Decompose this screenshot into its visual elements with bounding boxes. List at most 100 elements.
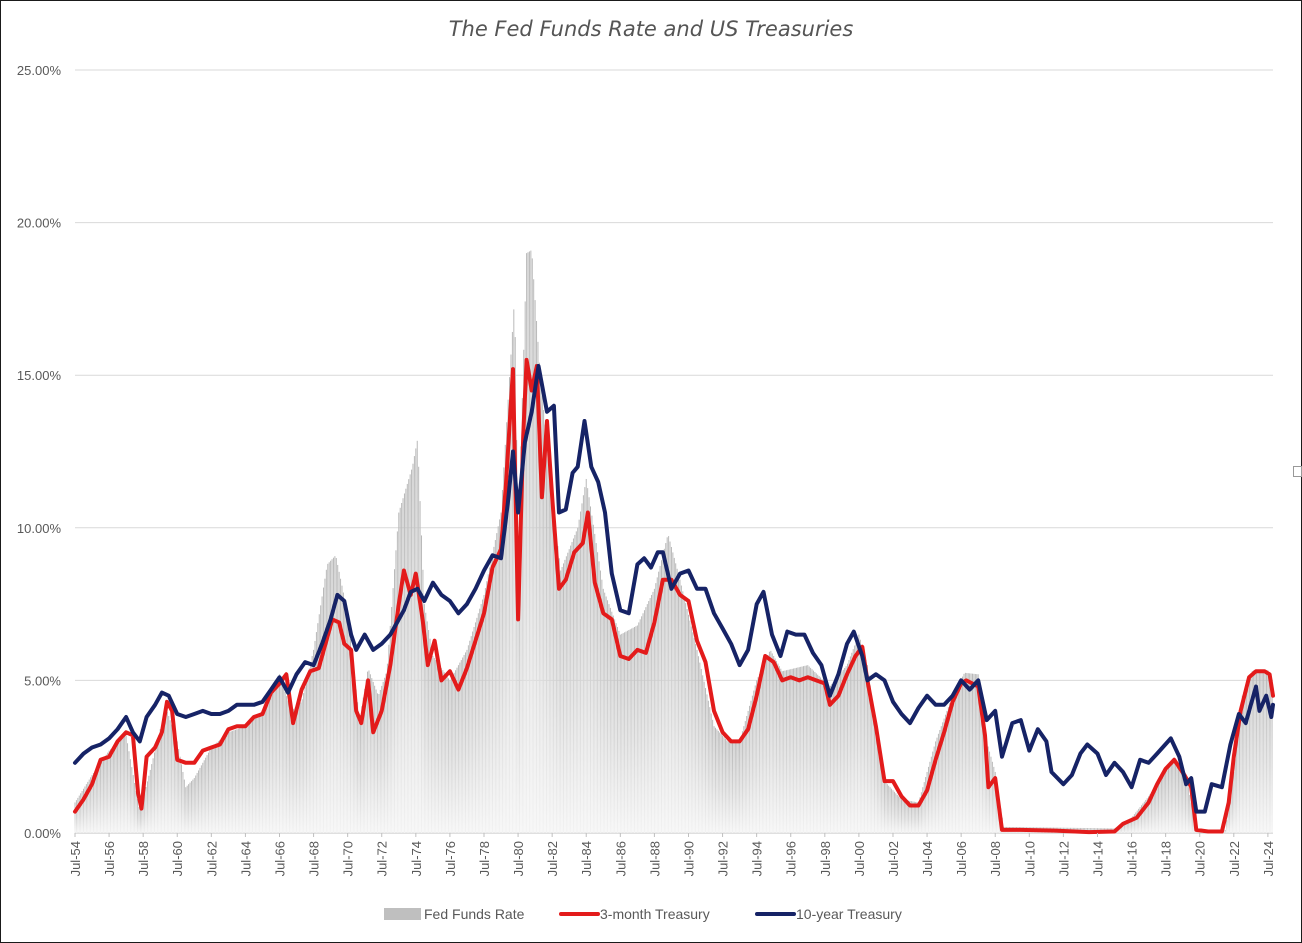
fed-funds-bar (991, 761, 993, 833)
fed-funds-bar (1165, 771, 1167, 833)
fed-funds-bar (457, 665, 459, 833)
fed-funds-bar (707, 700, 709, 833)
fed-funds-bar (85, 784, 87, 833)
fed-funds-bar (643, 610, 645, 833)
fed-funds-bar (283, 687, 285, 833)
fed-funds-bar (161, 725, 163, 833)
fed-funds-bar (964, 672, 966, 833)
fed-funds-bar (230, 731, 232, 833)
fed-funds-bar (402, 498, 404, 833)
fed-funds-bar (733, 741, 735, 833)
fed-funds-bar (489, 567, 491, 833)
fed-funds-bar (354, 676, 356, 833)
fed-funds-bar (1187, 787, 1189, 833)
fed-funds-bar (751, 695, 753, 833)
fed-funds-bar (693, 638, 695, 833)
fed-funds-bar (1256, 670, 1258, 833)
fed-funds-bar (286, 696, 288, 833)
fed-funds-bar (713, 726, 715, 833)
fed-funds-bar (523, 349, 525, 833)
legend-label-3-month: 3-month Treasury (600, 906, 710, 922)
fed-funds-bar (829, 685, 831, 833)
fed-funds-bar (888, 785, 890, 833)
fed-funds-bar (139, 809, 141, 833)
fed-funds-bar (977, 674, 979, 833)
fed-funds-bar (192, 779, 194, 833)
fed-funds-bar (874, 716, 876, 833)
fed-funds-bar (865, 660, 867, 833)
fed-funds-bar (348, 625, 350, 833)
fed-funds-bar (624, 632, 626, 833)
fed-funds-bar (395, 550, 397, 833)
fed-funds-bar (994, 771, 996, 833)
fed-funds-bar (682, 591, 684, 833)
fed-funds-bar (134, 783, 136, 833)
fed-funds-bar (361, 706, 363, 833)
fed-funds-bar (493, 546, 495, 833)
y-tick-label: 20.00% (17, 216, 62, 231)
fed-funds-bar (714, 727, 716, 833)
fed-funds-bar (912, 801, 914, 833)
fed-funds-bar (849, 656, 851, 833)
fed-funds-bar (183, 779, 185, 833)
fed-funds-bar (108, 750, 110, 833)
fed-funds-bar (1176, 764, 1178, 833)
x-tick-label: Jul-90 (681, 841, 696, 876)
fed-funds-bar (896, 794, 898, 833)
fed-funds-bar (259, 713, 261, 833)
fed-funds-bar (634, 626, 636, 833)
fed-funds-bar (497, 526, 499, 833)
fed-funds-bar (455, 670, 457, 833)
fed-funds-bar (572, 538, 574, 833)
fed-funds-bar (784, 670, 786, 833)
fed-funds-bar (882, 771, 884, 833)
fed-funds-bar (501, 489, 503, 833)
fed-funds-bar (1177, 767, 1179, 833)
fed-funds-bar (801, 666, 803, 833)
fed-funds-bar (814, 671, 816, 833)
fed-funds-bar (973, 673, 975, 833)
fed-funds-bar (385, 673, 387, 833)
fed-funds-bar (335, 558, 337, 833)
fed-funds-bar (239, 728, 241, 833)
fed-funds-bar (213, 745, 215, 833)
fed-funds-bar (83, 788, 85, 833)
fed-funds-bar (972, 673, 974, 833)
fed-funds-bar (662, 554, 664, 833)
fed-funds-bar (574, 534, 576, 833)
fed-funds-bar (158, 735, 160, 833)
fed-funds-bar (622, 633, 624, 833)
fed-funds-bar (1123, 822, 1125, 833)
resize-handle[interactable] (1293, 466, 1302, 477)
fed-funds-bar (186, 785, 188, 833)
fed-funds-bar (976, 674, 978, 833)
fed-funds-bar (648, 601, 650, 833)
fed-funds-bar (922, 787, 924, 833)
fed-funds-bar (564, 559, 566, 833)
fed-funds-bar (131, 767, 133, 833)
fed-funds-bar (739, 741, 741, 833)
fed-funds-bar (232, 730, 234, 833)
fed-funds-bar (864, 654, 866, 833)
fed-funds-bar (388, 644, 390, 833)
fed-funds-bar (162, 721, 164, 833)
fed-funds-bar (331, 559, 333, 833)
fed-funds-bar (551, 497, 553, 833)
fed-funds-bar (411, 469, 413, 833)
fed-funds-bar (909, 800, 911, 833)
fed-funds-bar (206, 755, 208, 833)
fed-funds-bar (591, 515, 593, 833)
x-tick-label: Jul-80 (511, 841, 526, 876)
fed-funds-bar (768, 651, 770, 833)
fed-funds-bar (1250, 674, 1252, 833)
fed-funds-bar (810, 667, 812, 833)
fed-funds-bar (597, 552, 599, 833)
fed-funds-bar (1243, 692, 1245, 833)
fed-funds-bar (256, 716, 258, 833)
fed-funds-bar (1264, 670, 1266, 833)
fed-funds-bar (861, 644, 863, 833)
fed-funds-bar (200, 765, 202, 833)
fed-funds-bar (605, 596, 607, 833)
fed-funds-bar (658, 571, 660, 833)
fed-funds-bar (217, 741, 219, 833)
